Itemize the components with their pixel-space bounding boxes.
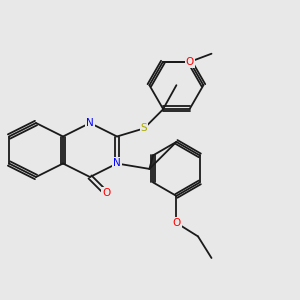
Text: N: N <box>113 158 121 169</box>
Text: N: N <box>86 118 94 128</box>
Text: O: O <box>186 57 194 67</box>
Text: S: S <box>141 123 147 134</box>
Text: O: O <box>102 188 110 198</box>
Text: O: O <box>172 218 181 228</box>
